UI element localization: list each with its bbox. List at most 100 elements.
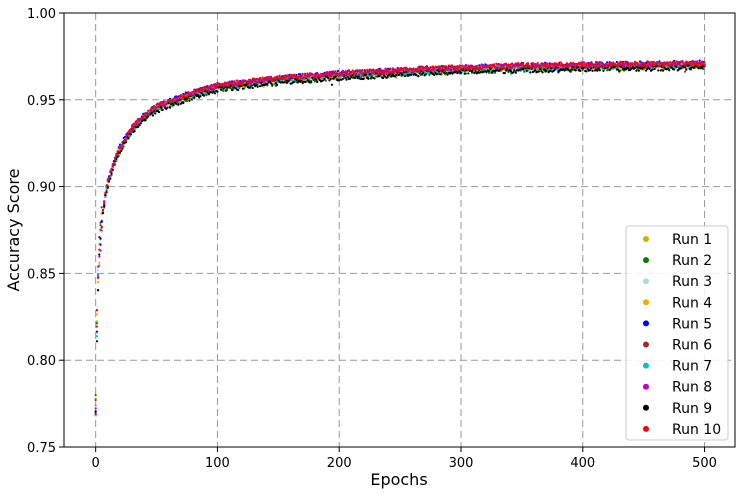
data-point xyxy=(284,78,287,81)
data-point xyxy=(329,77,332,81)
data-point xyxy=(121,147,124,150)
data-point xyxy=(514,71,517,74)
data-point xyxy=(606,69,609,72)
data-point xyxy=(377,68,380,71)
data-point xyxy=(182,101,185,105)
data-point xyxy=(525,69,528,72)
data-point xyxy=(668,69,671,72)
data-point xyxy=(330,83,334,86)
data-point xyxy=(256,85,259,88)
data-point xyxy=(381,76,385,80)
data-point xyxy=(304,74,307,77)
data-point xyxy=(446,68,449,72)
data-point xyxy=(597,67,600,70)
data-point xyxy=(230,88,234,92)
data-point xyxy=(480,67,483,70)
data-point xyxy=(166,106,169,109)
data-point xyxy=(364,73,368,76)
data-point xyxy=(120,145,123,149)
data-point xyxy=(659,69,662,72)
data-point xyxy=(463,68,466,71)
data-point xyxy=(570,64,573,67)
data-point xyxy=(439,73,442,76)
data-point xyxy=(117,150,120,153)
data-point xyxy=(296,81,299,84)
data-point xyxy=(255,77,258,80)
data-point xyxy=(596,61,599,64)
data-point xyxy=(591,69,594,72)
data-point xyxy=(615,60,618,64)
data-point xyxy=(196,94,200,97)
data-point xyxy=(487,71,491,75)
data-point xyxy=(109,170,112,173)
data-point xyxy=(529,71,532,74)
data-point xyxy=(353,76,357,80)
data-point xyxy=(373,77,376,80)
data-point xyxy=(212,90,215,93)
data-point xyxy=(262,80,265,84)
data-point xyxy=(444,69,447,72)
data-point xyxy=(249,86,252,89)
data-point xyxy=(670,66,673,69)
data-point xyxy=(441,67,444,70)
data-point xyxy=(129,133,133,136)
data-point xyxy=(177,98,180,101)
data-point xyxy=(341,74,344,77)
data-point xyxy=(383,74,386,77)
data-point xyxy=(552,65,555,68)
data-point xyxy=(252,83,256,86)
data-point xyxy=(106,186,109,189)
data-point xyxy=(222,85,225,88)
data-point xyxy=(442,71,446,74)
data-point xyxy=(240,83,243,86)
data-point xyxy=(151,107,154,110)
data-point xyxy=(595,64,598,68)
data-point xyxy=(379,68,382,71)
data-point xyxy=(424,73,427,76)
data-point xyxy=(248,80,251,83)
data-point xyxy=(540,62,543,65)
data-point xyxy=(252,77,256,80)
data-point xyxy=(355,74,358,78)
data-point xyxy=(446,73,449,76)
data-point xyxy=(585,70,588,73)
data-point xyxy=(95,309,98,312)
data-point xyxy=(414,73,418,76)
data-point xyxy=(156,102,159,105)
data-point xyxy=(144,115,147,118)
data-point xyxy=(95,335,98,338)
data-point xyxy=(139,122,142,125)
data-point xyxy=(111,165,114,168)
data-point xyxy=(305,76,308,79)
data-point xyxy=(334,70,337,73)
data-point xyxy=(98,253,101,256)
data-point xyxy=(334,75,337,78)
data-point xyxy=(658,64,661,67)
data-point xyxy=(350,75,353,78)
data-point xyxy=(285,75,288,78)
data-point xyxy=(300,74,303,77)
data-point xyxy=(609,67,612,70)
data-point xyxy=(317,74,320,77)
data-point xyxy=(686,66,689,69)
data-point xyxy=(94,410,97,413)
data-point xyxy=(610,63,614,66)
data-point xyxy=(218,86,221,89)
data-point xyxy=(371,71,374,75)
data-point xyxy=(397,73,400,77)
data-point xyxy=(542,62,545,66)
data-point xyxy=(422,67,425,70)
data-point xyxy=(146,115,150,118)
data-point xyxy=(127,137,130,140)
data-point xyxy=(552,66,555,70)
data-point xyxy=(94,394,97,397)
data-point xyxy=(469,64,472,67)
data-point xyxy=(467,72,470,75)
data-point xyxy=(165,103,168,106)
data-point xyxy=(696,60,699,63)
data-point xyxy=(550,67,553,70)
data-point xyxy=(541,64,544,67)
data-point xyxy=(372,68,375,71)
data-point xyxy=(636,65,639,69)
data-point xyxy=(235,79,239,82)
